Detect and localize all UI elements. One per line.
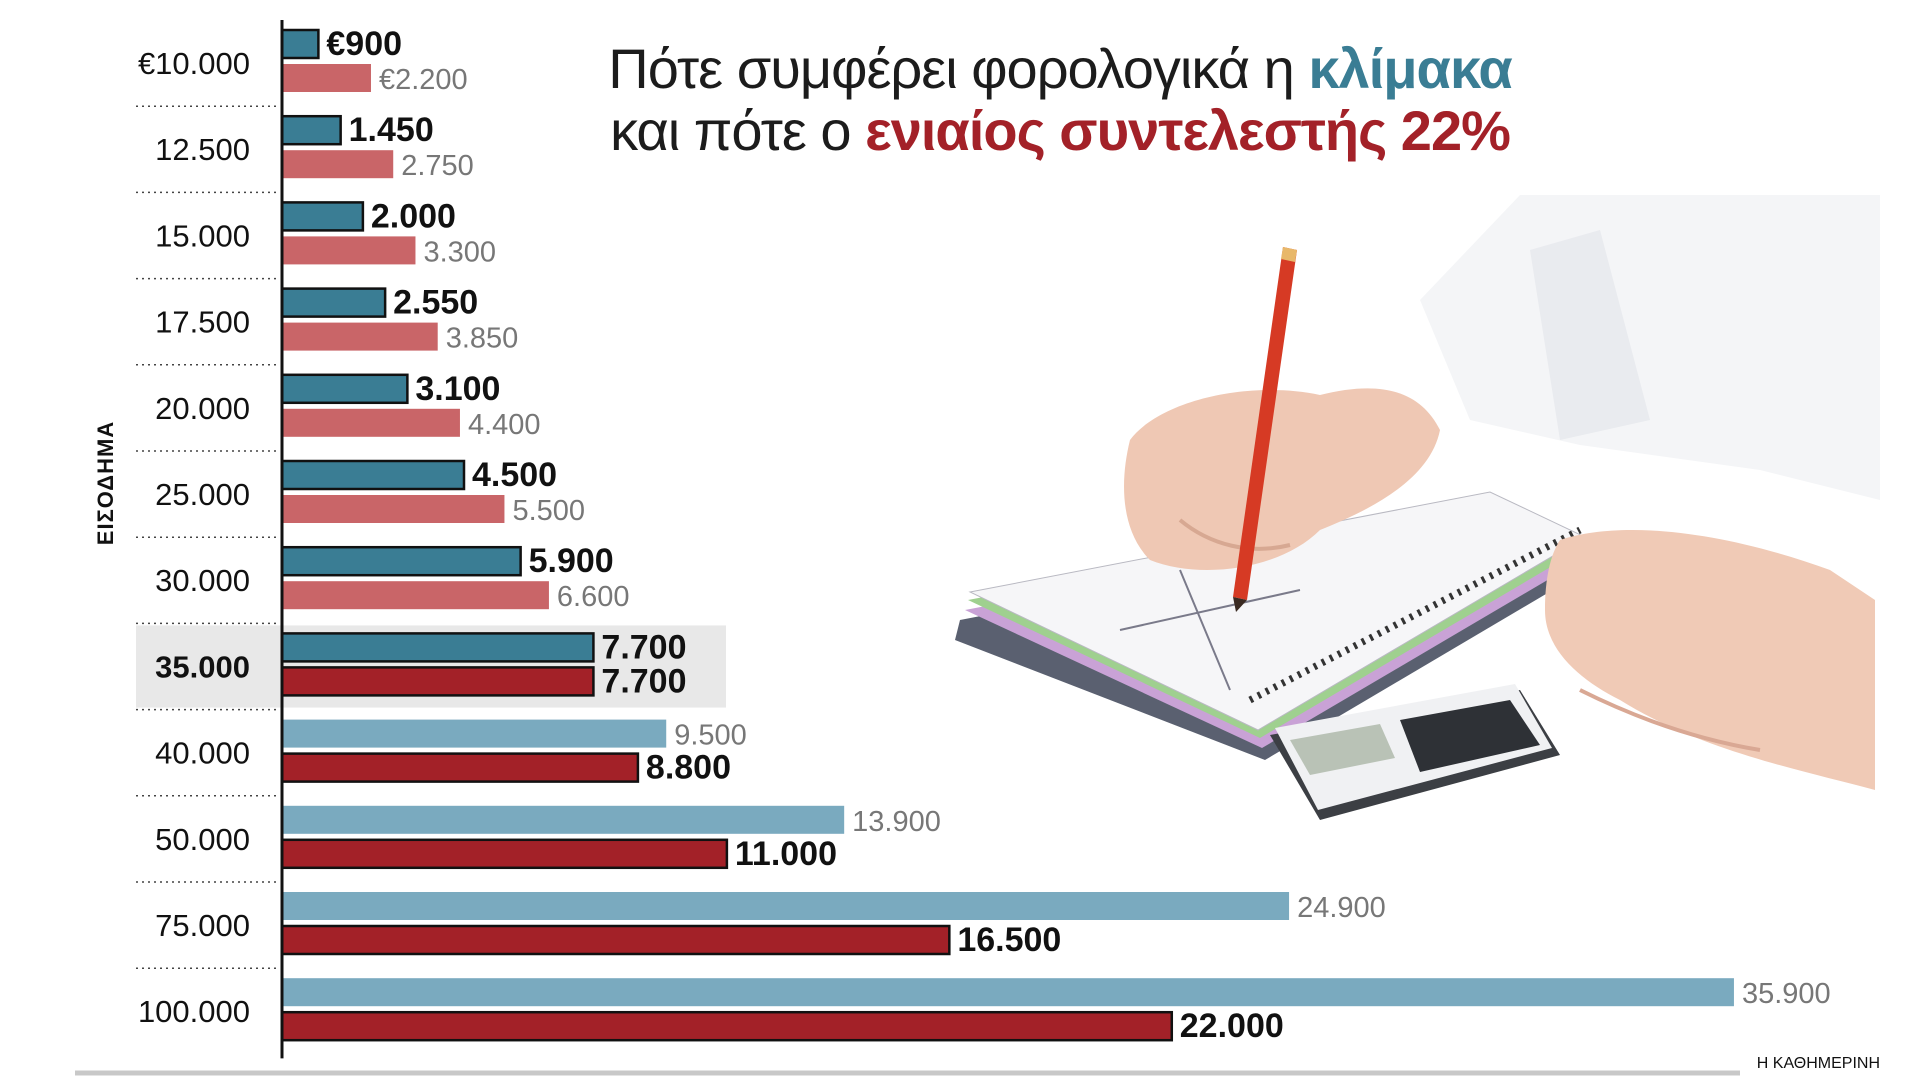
bar-label-series-2: 4.400	[468, 409, 541, 441]
category-label: 75.000	[155, 908, 250, 943]
bar-label-series-1: 13.900	[852, 806, 941, 838]
bar-series-1	[282, 805, 845, 834]
bar-series-2	[282, 322, 438, 351]
bar-label-series-2: 3.850	[446, 323, 519, 355]
bar-series-2	[280, 752, 640, 783]
bar-label-series-2: 11.000	[735, 835, 837, 873]
pencil-icon	[1233, 247, 1297, 612]
bar-series-2	[282, 495, 505, 523]
calculator-icon	[1270, 684, 1560, 820]
bar-label-series-1: 3.100	[415, 370, 500, 408]
title-line-1: Πότε συμφέρει φορολογικά η κλίμακα	[560, 38, 1560, 100]
category-label: 20.000	[155, 391, 250, 426]
bar-series-1	[280, 373, 409, 405]
sleeve-icon	[1420, 195, 1880, 500]
bar-series-2	[282, 150, 394, 179]
bar-label-series-2: 2.750	[401, 150, 474, 182]
bar-series-2	[280, 1010, 1174, 1042]
bar-label-series-1: 1.450	[349, 111, 434, 149]
bar-series-2	[282, 408, 460, 437]
bar-series-1	[280, 459, 466, 491]
bar-label-series-1: 35.900	[1742, 978, 1831, 1010]
bar-label-series-2: 8.800	[646, 749, 731, 787]
bar-series-1	[280, 114, 342, 146]
source-credit: Η ΚΑΘΗΜΕΡΙΝΗ	[1756, 1055, 1880, 1072]
bar-series-1	[282, 978, 1734, 1007]
bar-label-series-2: 22.000	[1180, 1007, 1284, 1045]
bar-series-1	[282, 892, 1290, 920]
bar-series-1	[280, 545, 522, 577]
bar-label-series-1: 24.900	[1297, 892, 1386, 924]
bar-label-series-2: 3.300	[423, 236, 496, 268]
bar-label-series-1: 5.900	[529, 542, 614, 580]
title-line-2: και πότε ο ενιαίος συντελεστής 22%	[560, 100, 1560, 162]
category-label: 100.000	[138, 994, 250, 1029]
bar-label-series-1: 7.700	[601, 628, 686, 666]
bar-label-series-1: €900	[326, 25, 402, 63]
title-highlight-flat: ενιαίος συντελεστής 22%	[865, 99, 1511, 162]
category-label: 17.500	[155, 305, 250, 340]
category-label: €10.000	[138, 46, 250, 81]
bar-series-1	[280, 632, 595, 663]
title-line-2-text: και πότε ο	[610, 99, 866, 162]
bar-label-series-1: 9.500	[674, 720, 747, 752]
bar-series-2	[282, 64, 371, 92]
bar-series-2	[280, 666, 595, 697]
bar-series-1	[282, 719, 667, 748]
bar-series-1	[280, 287, 387, 318]
bar-series-2	[282, 236, 416, 265]
category-label: 40.000	[155, 736, 250, 771]
bar-series-2	[282, 581, 549, 610]
hand-resting-icon	[1545, 530, 1875, 790]
title-line-1-text: Πότε συμφέρει φορολογικά η	[608, 37, 1309, 100]
illustration	[955, 195, 1880, 820]
bar-label-series-2: 16.500	[957, 921, 1061, 959]
category-label: 30.000	[155, 563, 250, 598]
bar-label-series-2: €2.200	[379, 64, 468, 96]
category-label: 50.000	[155, 822, 250, 857]
bar-label-series-2: 5.500	[512, 495, 585, 527]
category-label: 15.000	[155, 218, 250, 253]
bar-series-1	[280, 28, 320, 60]
bar-label-series-2: 6.600	[557, 581, 630, 613]
title-highlight-scale: κλίμακα	[1308, 37, 1512, 100]
notebook-icon	[955, 491, 1595, 760]
bar-label-series-1: 2.550	[393, 284, 478, 322]
bar-label-series-1: 4.500	[472, 456, 557, 494]
chart-title: Πότε συμφέρει φορολογικά η κλίμακα και π…	[560, 38, 1560, 162]
bar-series-2	[280, 838, 729, 870]
category-label: 12.500	[155, 132, 250, 167]
bar-series-1	[280, 201, 365, 232]
category-label: 35.000	[155, 649, 250, 684]
bar-label-series-2: 7.700	[601, 662, 686, 700]
category-label: 25.000	[155, 477, 250, 512]
bar-series-2	[280, 924, 951, 956]
hand-writing-icon	[1124, 388, 1440, 570]
bar-label-series-1: 2.000	[371, 197, 456, 235]
